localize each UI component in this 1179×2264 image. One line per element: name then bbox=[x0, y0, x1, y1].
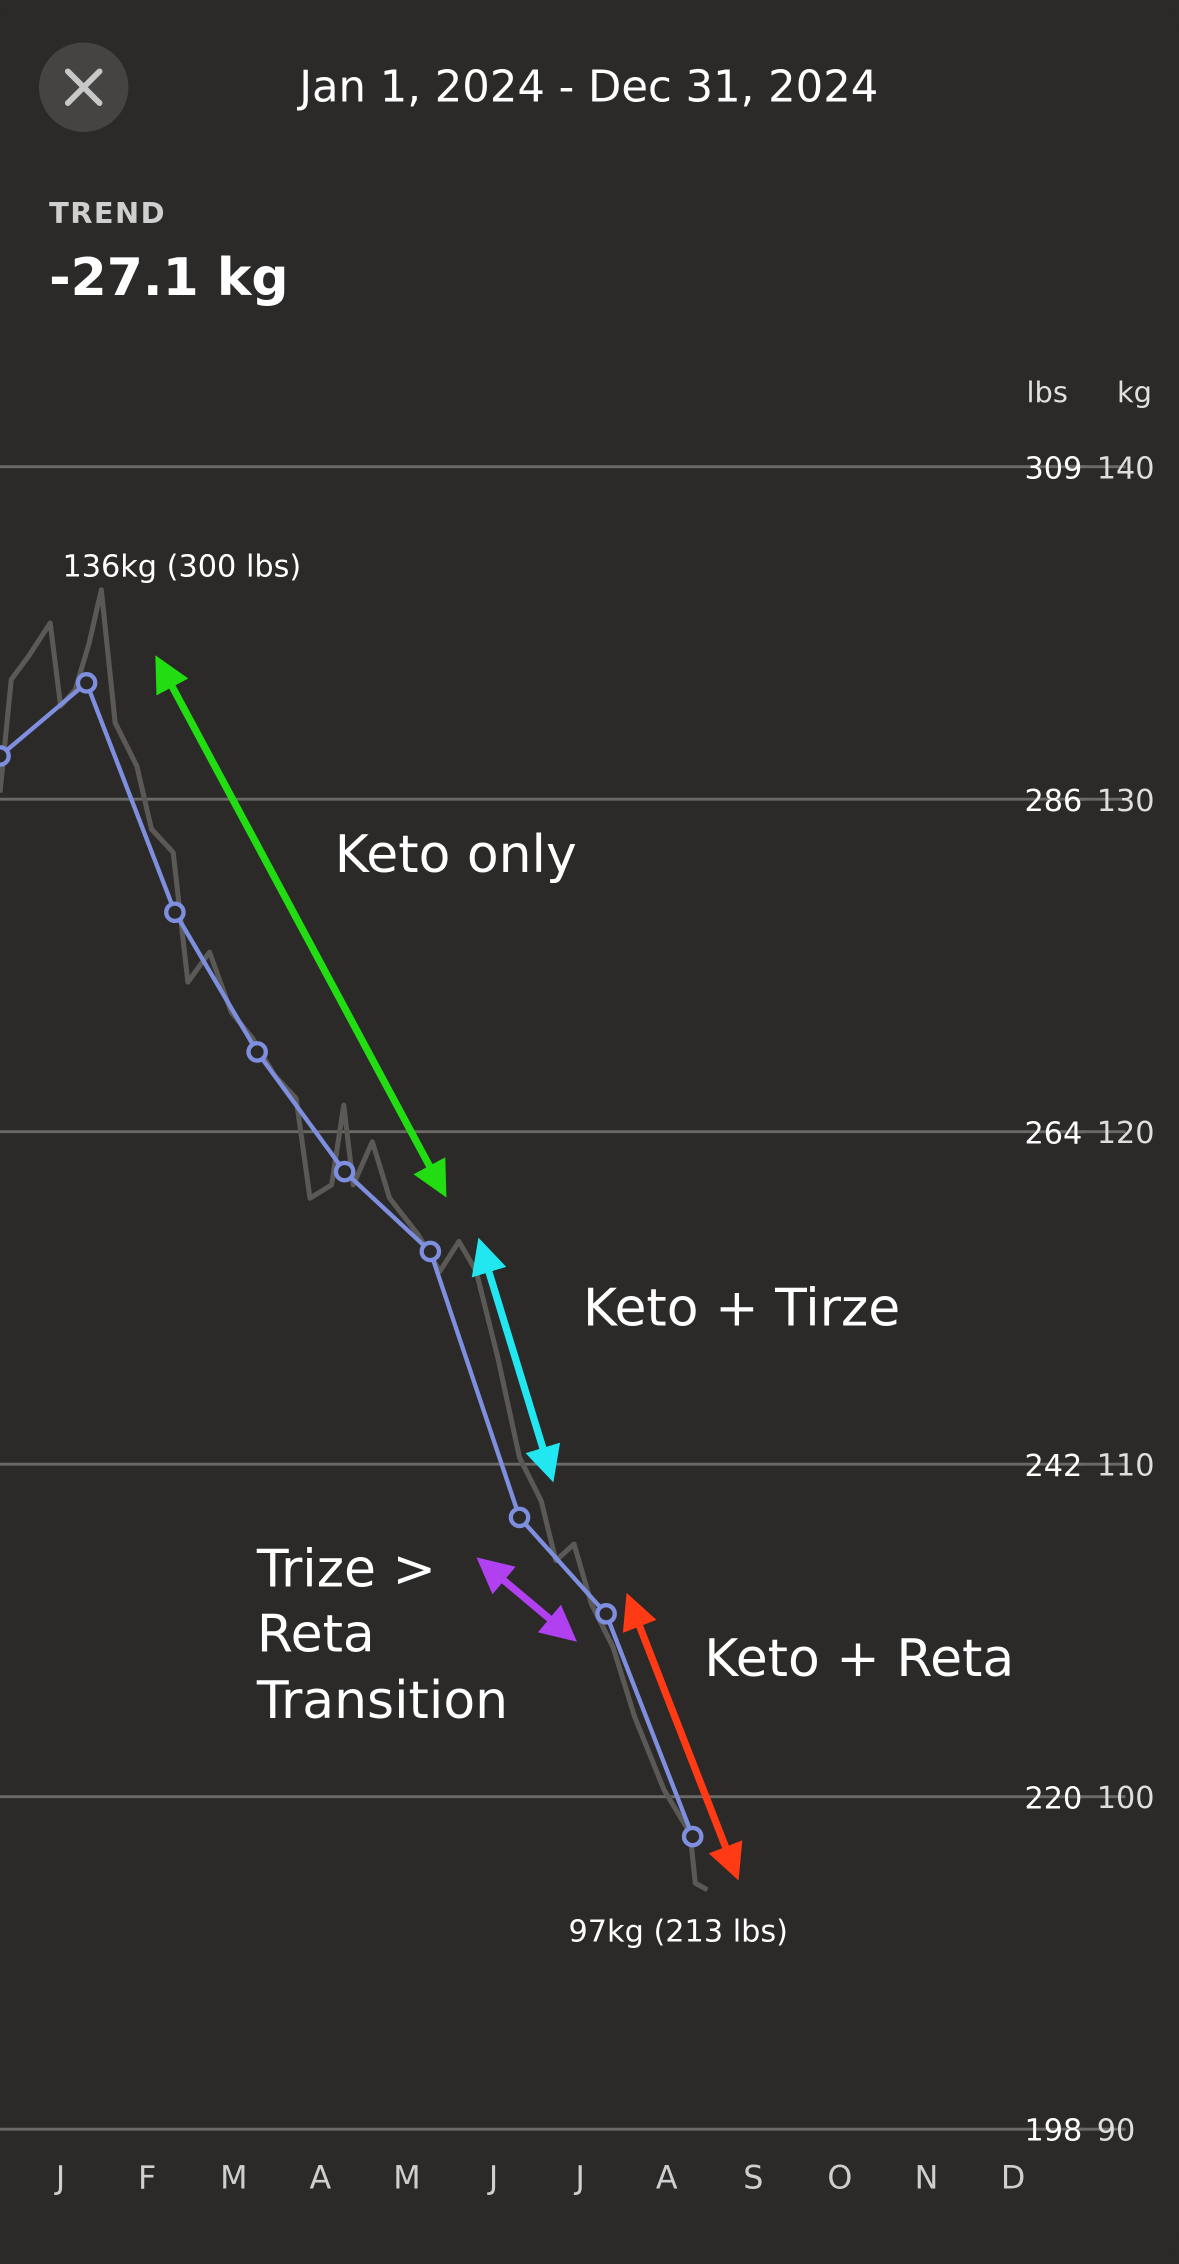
y-tick-label: 110 bbox=[1097, 1449, 1155, 1484]
y2-tick-label: 242 bbox=[1024, 1449, 1082, 1484]
point bbox=[75, 672, 98, 694]
annotation: Transition bbox=[256, 1671, 508, 1731]
arrow bbox=[476, 1557, 577, 1642]
point bbox=[595, 1602, 617, 1625]
date-range: Jan 1, 2024 - Dec 31, 2024 bbox=[296, 63, 878, 113]
y-tick-label: 90 bbox=[1097, 2114, 1136, 2149]
y-unit: kg bbox=[1117, 375, 1152, 409]
point bbox=[164, 901, 186, 924]
x-tick-label: A bbox=[656, 2160, 678, 2196]
x-tick-label: A bbox=[310, 2160, 332, 2196]
x-tick-label: F bbox=[138, 2160, 156, 2196]
x-tick-label: O bbox=[827, 2160, 852, 2196]
y-tick-label: 130 bbox=[1097, 784, 1155, 819]
y2-tick-label: 309 bbox=[1024, 451, 1082, 486]
annotation: Reta bbox=[257, 1605, 375, 1665]
annotation: Keto only bbox=[335, 825, 577, 885]
x-tick-label: J bbox=[487, 2160, 498, 2196]
x-tick-label: J bbox=[54, 2160, 65, 2196]
arrow bbox=[622, 1592, 743, 1881]
x-tick-label: M bbox=[393, 2160, 420, 2196]
y2-tick-label: 286 bbox=[1024, 784, 1082, 819]
trend-value: -27.1 kg bbox=[49, 248, 289, 308]
close-button[interactable] bbox=[38, 42, 129, 132]
y2-unit: lbs bbox=[1027, 375, 1068, 409]
annotation: Keto + Tirze bbox=[583, 1278, 900, 1338]
y2-tick-label: 220 bbox=[1024, 1781, 1082, 1816]
point bbox=[419, 1240, 442, 1263]
x-tick-label: N bbox=[915, 2160, 939, 2196]
point bbox=[333, 1160, 356, 1183]
y2-tick-label: 198 bbox=[1024, 2114, 1082, 2149]
point-label: 136kg (300 lbs) bbox=[62, 549, 301, 584]
x-tick-label: D bbox=[1001, 2160, 1025, 2196]
arrow bbox=[155, 655, 447, 1198]
arrow bbox=[471, 1237, 561, 1483]
annotation: Trize > bbox=[256, 1540, 436, 1600]
y-tick-label: 140 bbox=[1097, 451, 1155, 486]
point bbox=[246, 1041, 268, 1063]
point bbox=[681, 1825, 704, 1848]
point bbox=[508, 1506, 531, 1529]
y-tick-label: 120 bbox=[1097, 1116, 1155, 1151]
x-tick-label: M bbox=[220, 2160, 247, 2196]
trend-label: TREND bbox=[49, 196, 166, 230]
point bbox=[0, 745, 11, 767]
annotation: Keto + Reta bbox=[704, 1629, 1014, 1689]
y-tick-label: 100 bbox=[1097, 1781, 1155, 1816]
y2-tick-label: 264 bbox=[1024, 1116, 1082, 1151]
close-icon[interactable] bbox=[64, 68, 103, 106]
x-tick-label: S bbox=[743, 2160, 763, 2196]
point-label: 97kg (213 lbs) bbox=[568, 1915, 788, 1950]
x-tick-label: J bbox=[573, 2160, 584, 2196]
